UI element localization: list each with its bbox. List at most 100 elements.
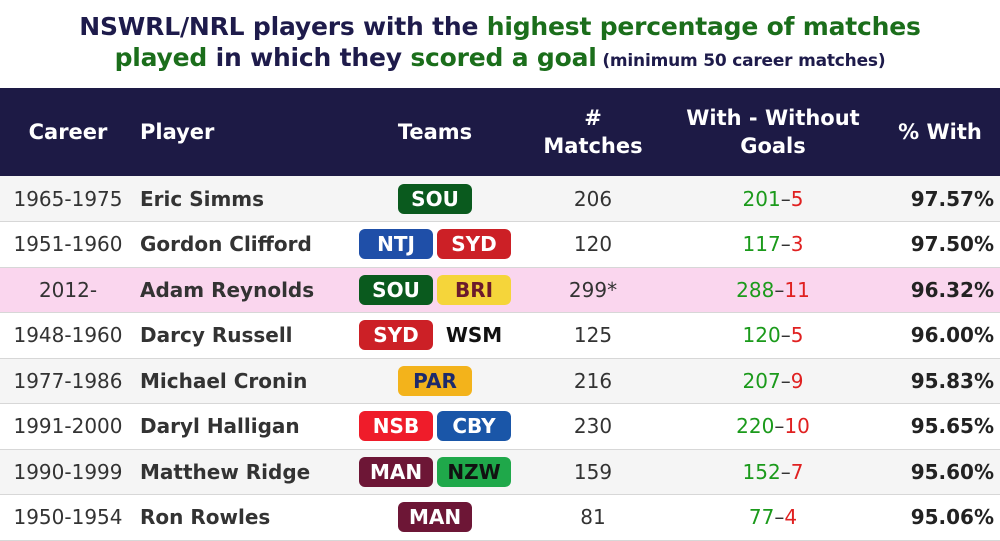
- title-text: NSWRL/NRL players with the: [79, 12, 487, 41]
- player-name: Daryl Halligan: [140, 414, 300, 439]
- player-name: Eric Simms: [140, 186, 265, 211]
- with-without-cell: 117–3: [666, 222, 880, 268]
- career-cell: 1965-1975: [13, 186, 123, 211]
- team-badge: NSB: [359, 411, 433, 442]
- with-goals: 120: [742, 323, 781, 348]
- matches-cell: 206: [573, 186, 613, 211]
- title-text: in which they: [207, 43, 411, 72]
- team-badge: SYD: [437, 229, 511, 260]
- career-cell: 1951-1960: [13, 232, 123, 257]
- pct-with-cell: 95.83%: [910, 368, 994, 393]
- team-badge: SYD: [359, 320, 433, 351]
- dash-separator: –: [774, 414, 785, 439]
- with-goals: 207: [742, 368, 781, 393]
- matches-cell: 216: [573, 368, 613, 393]
- team-badge: BRI: [437, 274, 511, 305]
- teams-cell: NTJ SYD: [350, 222, 520, 268]
- title-subtitle: (minimum 50 career matches): [596, 51, 886, 71]
- career-cell: 1977-1986: [13, 368, 123, 393]
- table-body: 1965-1975 Eric Simms SOU 206 201–5 97.57% 1951…: [0, 176, 1000, 540]
- with-goals: 117: [742, 232, 781, 257]
- with-without-cell: 220–10: [666, 404, 880, 450]
- without-goals: 5: [790, 186, 804, 211]
- pct-with-cell: 96.32%: [910, 277, 994, 302]
- without-goals: 7: [790, 459, 804, 484]
- with-without-cell: 201–5: [666, 176, 880, 222]
- career-cell: 1991-2000: [13, 414, 123, 439]
- header-teams: Teams: [397, 120, 473, 144]
- table-row: 1990-1999 Matthew Ridge MAN NZW 159 152–7 95.6…: [0, 449, 1000, 495]
- career-cell: 2012-: [38, 277, 98, 302]
- header-matches-line2: Matches: [543, 134, 643, 158]
- title-highlight: highest percentage of matches: [486, 12, 921, 41]
- player-name: Ron Rowles: [140, 505, 271, 530]
- table-row: 1948-1960 Darcy Russell SYD WSM 125 120–5 96.0…: [0, 312, 1000, 359]
- matches-cell: 299*: [568, 277, 618, 302]
- career-cell: 1990-1999: [13, 459, 123, 484]
- teams-cell: MAN: [350, 495, 520, 541]
- team-badge: MAN: [398, 502, 472, 533]
- title-line-2: played in which they scored a goal (mini…: [115, 42, 886, 77]
- dash-separator: –: [780, 186, 791, 211]
- team-badge: CBY: [437, 411, 511, 442]
- player-name: Adam Reynolds: [140, 277, 315, 302]
- pct-with-cell: 95.65%: [910, 414, 994, 439]
- goals-table: Career Player Teams # Matches With - Wit…: [0, 88, 1000, 541]
- title-line-1: NSWRL/NRL players with the highest perce…: [79, 11, 921, 42]
- with-without-cell: 152–7: [666, 449, 880, 495]
- pct-with-cell: 96.00%: [910, 323, 994, 348]
- with-goals: 220: [736, 414, 775, 439]
- without-goals: 3: [790, 232, 804, 257]
- header-player: Player: [140, 120, 215, 144]
- table-row: 1991-2000 Daryl Halligan NSB CBY 230 220–10 95…: [0, 403, 1000, 450]
- dash-separator: –: [780, 232, 791, 257]
- team-badge: SOU: [398, 183, 472, 214]
- pct-with-cell: 95.06%: [910, 505, 994, 530]
- with-without-cell: 207–9: [666, 358, 880, 404]
- pct-with-cell: 97.57%: [910, 186, 994, 211]
- header-wo-line2: Goals: [740, 134, 806, 158]
- pct-with-cell: 97.50%: [910, 232, 994, 257]
- player-name: Gordon Clifford: [140, 232, 312, 257]
- team-badge: SOU: [359, 274, 433, 305]
- career-cell: 1948-1960: [13, 323, 123, 348]
- teams-cell: SOU BRI: [350, 267, 520, 313]
- pct-with-cell: 95.60%: [910, 459, 994, 484]
- without-goals: 11: [784, 277, 810, 302]
- dash-separator: –: [774, 277, 785, 302]
- team-badge: PAR: [398, 365, 472, 396]
- career-cell: 1950-1954: [13, 505, 123, 530]
- dash-separator: –: [774, 505, 785, 530]
- player-name: Michael Cronin: [140, 368, 308, 393]
- matches-cell: 81: [580, 505, 606, 530]
- teams-cell: PAR: [350, 358, 520, 404]
- with-without-cell: 288–11: [666, 267, 880, 313]
- matches-cell: 125: [573, 323, 613, 348]
- with-goals: 288: [736, 277, 775, 302]
- team-badge: WSM: [437, 320, 511, 351]
- player-name: Darcy Russell: [140, 323, 293, 348]
- without-goals: 10: [784, 414, 810, 439]
- team-badge: NZW: [437, 456, 511, 487]
- header-wo-line1: With - Without: [686, 106, 860, 130]
- dash-separator: –: [780, 368, 791, 393]
- table-row: 1951-1960 Gordon Clifford NTJ SYD 120 117–3 97…: [0, 221, 1000, 268]
- title-highlight: scored a goal: [410, 43, 597, 72]
- header-matches: # Matches: [520, 88, 666, 176]
- chart-title: NSWRL/NRL players with the highest perce…: [0, 0, 1000, 88]
- with-goals: 77: [748, 505, 775, 530]
- table-row: 1977-1986 Michael Cronin PAR 216 207–9 95.83%: [0, 358, 1000, 404]
- without-goals: 9: [790, 368, 804, 393]
- table-row: 2012- Adam Reynolds SOU BRI 299* 288–11 96.32%: [0, 267, 1000, 313]
- team-badge: NTJ: [359, 229, 433, 260]
- with-goals: 152: [742, 459, 781, 484]
- matches-cell: 159: [573, 459, 613, 484]
- table-row: 1965-1975 Eric Simms SOU 206 201–5 97.57%: [0, 176, 1000, 222]
- header-with-without: With - Without Goals: [666, 88, 880, 176]
- header-pct-with: % With: [898, 120, 982, 144]
- dash-separator: –: [780, 459, 791, 484]
- teams-cell: NSB CBY: [350, 404, 520, 450]
- teams-cell: SYD WSM: [350, 313, 520, 359]
- without-goals: 4: [784, 505, 798, 530]
- matches-cell: 120: [573, 232, 613, 257]
